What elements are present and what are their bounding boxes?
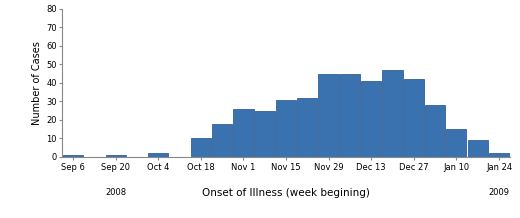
Text: 2008: 2008 [105, 187, 126, 196]
Bar [148, 153, 168, 157]
X-axis label: Onset of Illness (week begining): Onset of Illness (week begining) [202, 188, 370, 198]
Bar [63, 155, 83, 157]
Bar [404, 79, 424, 157]
Bar [297, 98, 317, 157]
Bar [446, 129, 466, 157]
Bar [361, 81, 381, 157]
Y-axis label: Number of Cases: Number of Cases [32, 41, 42, 125]
Bar [233, 109, 254, 157]
Bar [255, 111, 275, 157]
Text: 2009: 2009 [488, 187, 510, 196]
Bar [340, 74, 360, 157]
Bar [276, 99, 296, 157]
Bar [467, 140, 488, 157]
Bar [425, 105, 445, 157]
Bar [106, 155, 126, 157]
Bar [489, 153, 509, 157]
Bar [318, 74, 339, 157]
Bar [191, 138, 211, 157]
Bar [382, 70, 402, 157]
Bar [212, 124, 232, 157]
